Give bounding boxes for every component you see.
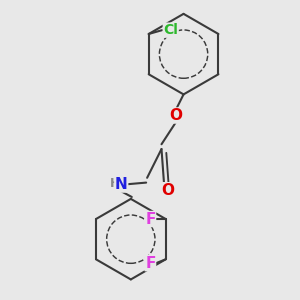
- Text: H: H: [110, 177, 121, 190]
- Text: Cl: Cl: [163, 23, 178, 37]
- Text: O: O: [169, 108, 182, 123]
- Text: F: F: [145, 212, 155, 226]
- Text: F: F: [145, 256, 155, 271]
- Text: N: N: [115, 177, 128, 192]
- Text: O: O: [162, 183, 175, 198]
